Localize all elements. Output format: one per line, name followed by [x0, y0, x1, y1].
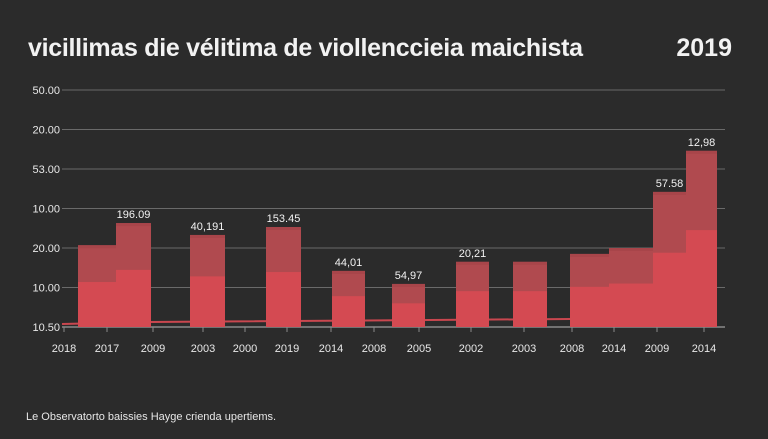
bar-cap: [266, 227, 301, 231]
data-label: 196.09: [117, 209, 151, 221]
bar-lower-segment: [392, 303, 425, 327]
bar-cap: [609, 248, 653, 251]
x-tick-label: 2017: [95, 343, 119, 355]
bar-lower-segment: [609, 283, 653, 327]
bar-cap: [570, 253, 609, 257]
data-label: 153.45: [267, 213, 301, 225]
y-tick-label: 20.00: [32, 125, 60, 137]
bar-cap: [513, 261, 547, 265]
x-tick-label: 2003: [191, 343, 215, 355]
y-tick-label: 10.50: [32, 322, 60, 334]
data-label: 12,98: [688, 137, 716, 149]
data-label: 54,97: [395, 270, 423, 282]
year-label: 2019: [676, 34, 732, 62]
bar-lower-segment: [190, 276, 225, 327]
data-label: 44,01: [335, 257, 363, 269]
bar-cap: [392, 283, 425, 287]
bar-cap: [190, 234, 225, 238]
x-tick-label: 2014: [319, 343, 343, 355]
bar-cap: [116, 223, 151, 227]
x-tick-label: 2018: [52, 343, 76, 355]
y-tick-label: 53.00: [32, 164, 60, 176]
x-tick-label: 2008: [560, 343, 584, 355]
data-label: 40,191: [191, 221, 225, 233]
bar-lower-segment: [653, 252, 686, 327]
x-tick-label: 2002: [459, 343, 483, 355]
bar-cap: [78, 245, 116, 249]
bar-cap: [653, 191, 686, 195]
bar-lower-segment: [456, 291, 489, 327]
x-tick-label: 2009: [645, 343, 669, 355]
x-tick-label: 2009: [141, 343, 165, 355]
bar-lower-segment: [332, 296, 365, 327]
bar-cap: [456, 261, 489, 265]
bar-lower-segment: [266, 272, 301, 327]
bar-lower-segment: [513, 291, 547, 327]
x-tick-label: 2005: [407, 343, 431, 355]
x-tick-label: 2014: [602, 343, 626, 355]
bar-cap: [332, 270, 365, 274]
x-tick-label: 2014: [692, 343, 716, 355]
y-tick-label: 20.00: [32, 243, 60, 255]
x-tick-label: 2000: [233, 343, 257, 355]
bar-cap: [686, 150, 717, 154]
chart-title: vicillimas die vélitima de viollenccieia…: [28, 34, 583, 62]
bar-lower-segment: [116, 269, 151, 327]
y-tick-label: 10.00: [32, 283, 60, 295]
bar-lower-segment: [78, 282, 116, 327]
bar-lower-segment: [570, 286, 609, 327]
footnote: Le Observatorto baissies Hayge crienda u…: [26, 411, 277, 423]
x-tick-label: 2019: [275, 343, 299, 355]
data-label: 57.58: [656, 178, 684, 190]
y-tick-label: 10.00: [32, 204, 60, 216]
y-tick-label: 50.00: [32, 85, 60, 97]
data-label: 20,21: [459, 248, 487, 260]
bar-lower-segment: [686, 230, 717, 327]
x-tick-label: 2003: [512, 343, 536, 355]
x-tick-label: 2008: [362, 343, 386, 355]
